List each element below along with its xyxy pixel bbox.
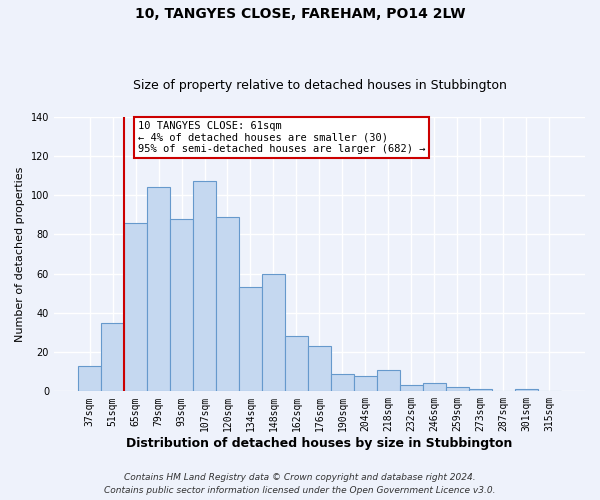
Bar [308, 346, 331, 392]
Bar [147, 188, 170, 392]
Bar [170, 219, 193, 392]
Bar [515, 390, 538, 392]
Title: Size of property relative to detached houses in Stubbington: Size of property relative to detached ho… [133, 79, 506, 92]
Text: Contains HM Land Registry data © Crown copyright and database right 2024.
Contai: Contains HM Land Registry data © Crown c… [104, 474, 496, 495]
Bar [354, 376, 377, 392]
Bar [78, 366, 101, 392]
Bar [331, 374, 354, 392]
Bar [101, 322, 124, 392]
Bar [446, 388, 469, 392]
X-axis label: Distribution of detached houses by size in Stubbington: Distribution of detached houses by size … [126, 437, 512, 450]
Bar [377, 370, 400, 392]
Bar [423, 384, 446, 392]
Text: 10 TANGYES CLOSE: 61sqm
← 4% of detached houses are smaller (30)
95% of semi-det: 10 TANGYES CLOSE: 61sqm ← 4% of detached… [138, 120, 425, 154]
Bar [469, 390, 492, 392]
Text: 10, TANGYES CLOSE, FAREHAM, PO14 2LW: 10, TANGYES CLOSE, FAREHAM, PO14 2LW [135, 8, 465, 22]
Bar [239, 288, 262, 392]
Bar [124, 222, 147, 392]
Bar [400, 386, 423, 392]
Bar [285, 336, 308, 392]
Y-axis label: Number of detached properties: Number of detached properties [15, 166, 25, 342]
Bar [262, 274, 285, 392]
Bar [193, 182, 216, 392]
Bar [216, 217, 239, 392]
